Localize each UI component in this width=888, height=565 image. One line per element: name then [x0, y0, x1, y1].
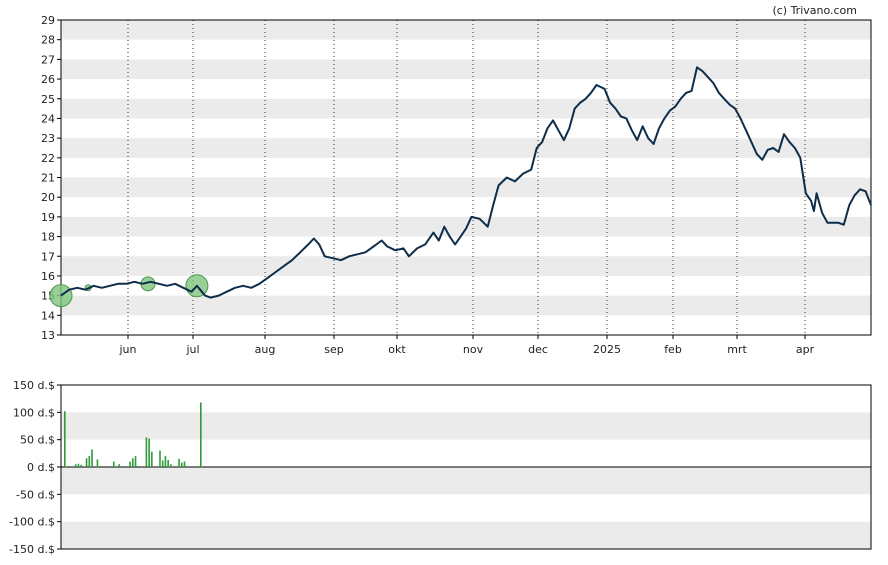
x-tick-label: jul	[185, 343, 199, 356]
grid-band	[61, 295, 871, 316]
grid-band	[61, 256, 871, 276]
volume-bar	[91, 449, 93, 467]
volume-bar	[159, 450, 161, 467]
y-tick-label: 24	[41, 112, 55, 125]
y-tick-label: 150 d.$	[13, 379, 55, 392]
volume-bar	[96, 459, 99, 467]
volume-frame	[60, 384, 872, 550]
grid-band	[61, 98, 871, 119]
x-tick-label: feb	[664, 343, 682, 356]
price-frame	[60, 19, 872, 336]
volume-bar	[77, 463, 80, 467]
grid-band	[61, 59, 871, 80]
x-tick-label: nov	[463, 343, 484, 356]
grid-band	[61, 20, 871, 40]
y-tick-label: 25	[41, 93, 55, 106]
volume-bar	[85, 458, 88, 467]
y-tick-label: 29	[41, 14, 55, 27]
price-panel: jun jul aug sep okt nov dec 2025 feb mrt apr131415…	[41, 14, 872, 356]
y-tick-label: 50 d.$	[20, 434, 55, 447]
grid-band	[61, 138, 871, 158]
x-tick-label: jun	[119, 343, 137, 356]
grid-band	[61, 412, 871, 440]
x-tick-label: okt	[388, 343, 406, 356]
volume-bar	[151, 451, 153, 467]
volume-bar	[132, 458, 134, 467]
y-tick-label: -100 d.$	[9, 516, 55, 529]
volume-bar	[180, 462, 183, 467]
volume-bar	[148, 438, 150, 467]
y-tick-label: 27	[41, 53, 55, 66]
y-tick-label: 16	[41, 270, 55, 283]
y-tick-label: 28	[41, 34, 55, 47]
volume-bar	[178, 458, 180, 467]
volume-bar	[164, 456, 167, 467]
volume-bar	[118, 464, 120, 467]
y-tick-label: 100 d.$	[13, 406, 55, 419]
y-tick-label: 0 d.$	[27, 461, 55, 474]
grid-band	[61, 177, 871, 198]
y-tick-label: 17	[41, 250, 55, 263]
x-tick-label: apr	[796, 343, 815, 356]
x-tick-label: aug	[255, 343, 276, 356]
x-tick-label: 2025	[593, 343, 621, 356]
x-tick-label: mrt	[727, 343, 747, 356]
price-series-line	[60, 66, 872, 299]
volume-bar	[134, 456, 137, 467]
y-tick-label: 22	[41, 152, 55, 165]
volume-bar	[74, 464, 77, 467]
volume-panel: 150 d.$ 100 d.$ 50 d.$ 0 d.$ -50 d.$ -100 d.$…	[9, 379, 872, 556]
y-tick-label: 14	[41, 309, 55, 322]
y-tick-label: 18	[41, 231, 55, 244]
grid-band	[61, 521, 871, 549]
volume-bar	[112, 461, 115, 467]
y-tick-label: -150 d.$	[9, 543, 55, 556]
watermark: (c) Trivano.com	[772, 4, 857, 17]
volume-bar	[183, 461, 186, 467]
volume-bar	[129, 461, 131, 467]
volume-bar	[88, 456, 91, 467]
grid-band	[61, 467, 871, 495]
y-tick-label: 13	[41, 329, 55, 342]
volume-bar	[145, 437, 148, 467]
y-tick-label: 23	[41, 132, 55, 145]
x-tick-label: dec	[528, 343, 548, 356]
y-tick-label: 21	[41, 172, 55, 185]
y-tick-label: 26	[41, 73, 55, 86]
volume-bar	[161, 460, 164, 467]
x-tick-label: sep	[324, 343, 343, 356]
y-tick-label: 19	[41, 211, 55, 224]
volume-bar	[64, 411, 66, 467]
volume-bar	[200, 402, 202, 467]
volume-bar	[80, 464, 82, 467]
y-tick-label: -50 d.$	[16, 488, 55, 501]
volume-bar	[167, 459, 169, 467]
y-tick-label: 20	[41, 191, 55, 204]
trade-marker	[49, 284, 73, 308]
volume-bar	[170, 464, 172, 467]
